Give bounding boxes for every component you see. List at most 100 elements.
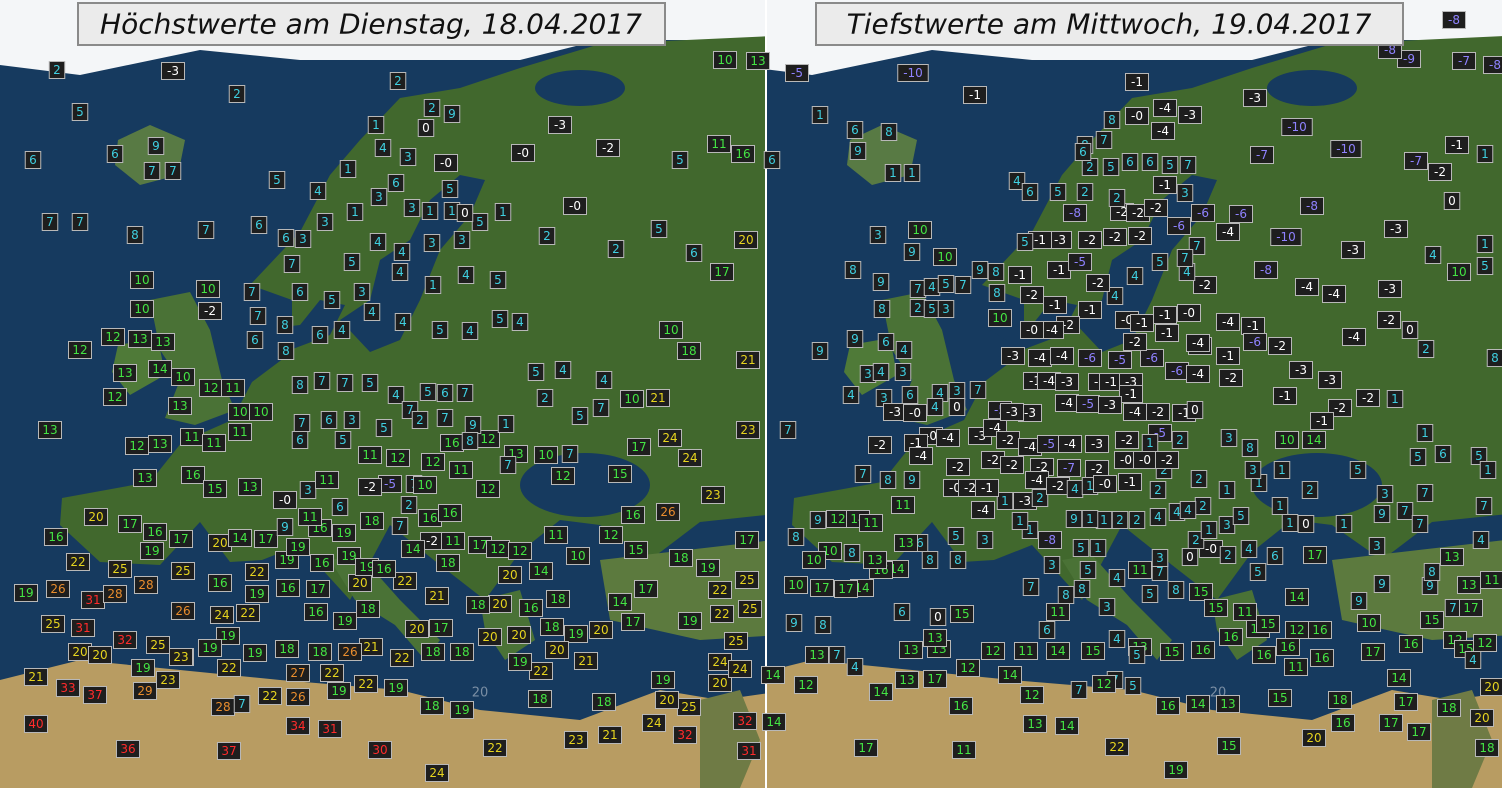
station-value: 18 [1479,741,1494,755]
station-box [1151,549,1169,567]
station-value: 19 [144,544,159,558]
station: 11 [315,471,339,489]
station-value: 2 [1036,491,1044,505]
station: -3 [161,62,185,80]
station-value: 5 [1156,255,1164,269]
station-box [233,695,251,713]
station: 2 [1417,340,1435,358]
station-box [846,658,864,676]
station-value: -2 [1116,205,1128,219]
station-value: 10 [717,53,732,67]
station-box [400,496,418,514]
station-box [659,321,683,339]
station-box [391,263,409,281]
station: 13 [805,646,829,664]
station-value: 15 [1260,617,1275,631]
station-value: 20 [712,676,727,690]
station-box [1322,285,1346,303]
station: -3 [548,116,572,134]
station-box [1281,118,1313,136]
station: 5 [323,291,341,309]
station-box [356,600,380,618]
station-box [1384,220,1408,238]
station: 25 [677,698,701,716]
station-box [1121,153,1139,171]
station: 15 [1420,611,1444,629]
station: 12 [476,480,500,498]
station-value: 16 [953,699,968,713]
station-value: 1 [1286,516,1294,530]
station: 20 [68,643,92,661]
station-box [103,585,127,603]
station: 15 [1217,737,1241,755]
station-value: -3 [1324,373,1336,387]
station: 16 [621,506,645,524]
station-value: 24 [682,451,697,465]
station-value: 7 [169,164,177,178]
station-value: 4 [1113,632,1121,646]
station-box [1268,689,1292,707]
station-value: 30 [372,743,387,757]
station-box [457,266,475,284]
station-value: 7 [406,403,414,417]
station-value: 2 [1113,191,1121,205]
station-value: -3 [1125,375,1137,389]
station-box [650,220,668,238]
station-box [1128,511,1146,529]
station-value: 24 [732,662,747,676]
station-box [254,530,278,548]
station-value: 6 [1026,185,1034,199]
station-value: -4 [1348,330,1360,344]
station-value: 16 [147,525,162,539]
station-value: 19 [202,641,217,655]
station: 9 [785,614,803,632]
station: 10 [659,321,683,339]
station-value: 6 [898,605,906,619]
station-value: 6 [325,413,333,427]
station: 23 [564,731,588,749]
station: 13 [151,333,175,351]
station: 2 [48,61,66,79]
station-value: -7 [1256,148,1268,162]
station: 5 [268,171,286,189]
station: 4 [926,398,944,416]
station: 34 [286,717,310,735]
station: 3 [948,382,966,400]
station: 1 [497,415,515,433]
station-value: 20 [409,622,424,636]
station: 4 [457,266,475,284]
station-value: 5 [424,385,432,399]
station: -6 [1165,362,1189,380]
station: 5 [1232,507,1250,525]
station: 6 [685,244,703,262]
station-box [420,697,444,715]
station-value: -2 [1161,453,1173,467]
station-box [1125,107,1149,125]
station-box [431,321,449,339]
station-box [1273,461,1291,479]
station: -3 [1243,89,1267,107]
station-box [358,478,382,496]
station-value: 12 [1477,636,1492,650]
station-value: 23 [740,423,755,437]
station-box [1480,571,1502,589]
station: 18 [540,618,564,636]
station-box [304,603,328,621]
station: -1 [1078,301,1102,319]
station-box [564,731,588,749]
station-box [236,604,260,622]
station-box [1128,227,1152,245]
station-box [981,642,1005,660]
station: 12 [486,540,510,558]
station-box [1250,146,1274,164]
station-value: 3 [880,391,888,405]
station-box [1186,401,1204,419]
station-value: -0 [517,146,529,160]
station: 9 [464,416,482,434]
station-box [208,574,232,592]
station: 2 [607,240,625,258]
station: 3 [453,231,471,249]
station-value: 16 [1403,637,1418,651]
station: 5 [947,527,965,545]
